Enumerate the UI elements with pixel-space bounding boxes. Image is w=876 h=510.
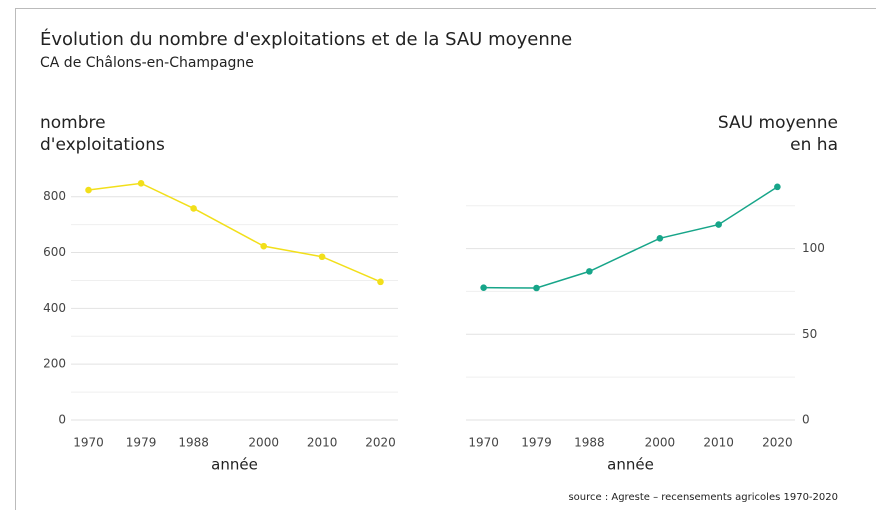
y-tick-label: 50	[802, 327, 817, 341]
chart-subtitle: CA de Châlons-en-Champagne	[40, 55, 254, 71]
y-axis-title: nombre	[40, 113, 106, 133]
y-tick-label: 800	[43, 189, 66, 203]
y-tick-label: 0	[58, 413, 66, 427]
x-tick-label: 2020	[762, 436, 793, 450]
x-tick-label: 2010	[703, 436, 734, 450]
point	[318, 253, 326, 261]
frame	[15, 8, 876, 510]
point	[533, 284, 540, 292]
point	[586, 268, 593, 275]
x-axis-title: année	[211, 456, 258, 474]
x-tick-label: 1970	[468, 436, 499, 450]
point	[85, 186, 92, 194]
point	[190, 205, 197, 212]
x-axis-title: année	[607, 456, 654, 474]
x-tick-label: 1979	[126, 436, 157, 450]
point	[656, 234, 664, 242]
line	[483, 186, 778, 289]
point	[137, 180, 145, 187]
y-axis-title: d'exploitations	[40, 135, 165, 155]
point	[260, 242, 267, 250]
source: source : Agreste – recensements agricole…	[568, 492, 838, 503]
x-tick-label: 1979	[521, 436, 552, 450]
x-tick-label: 2020	[365, 436, 396, 450]
y-axis-title: SAU moyenne	[718, 113, 838, 133]
x-tick-label: 1988	[574, 436, 605, 450]
point	[480, 284, 487, 291]
y-tick-label: 600	[43, 245, 66, 259]
line	[88, 182, 381, 283]
y-axis-title: en ha	[790, 135, 838, 155]
chart-title: Évolution du nombre d'exploitations et d…	[40, 28, 572, 50]
y-tick-label: 100	[802, 241, 825, 255]
y-tick-label: 0	[802, 413, 810, 427]
x-tick-label: 2000	[645, 436, 676, 450]
x-tick-label: 1970	[73, 436, 104, 450]
x-tick-label: 2000	[248, 436, 279, 450]
y-tick-label: 200	[43, 357, 66, 371]
y-tick-label: 400	[43, 301, 66, 315]
x-tick-label: 2010	[307, 436, 338, 450]
point	[774, 183, 781, 191]
point	[715, 221, 722, 228]
x-tick-label: 1988	[178, 436, 209, 450]
point	[377, 278, 384, 286]
